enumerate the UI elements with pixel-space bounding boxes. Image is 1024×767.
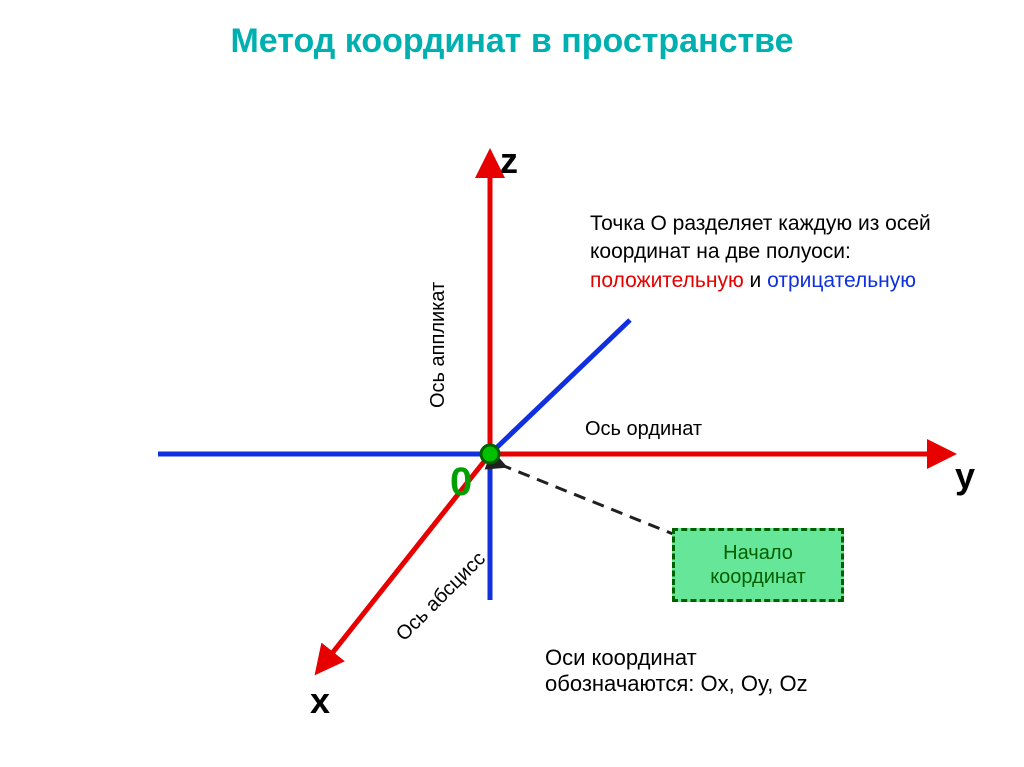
ordinat-axis-label: Ось ординат	[585, 418, 702, 441]
origin-box-line1: Начало	[683, 541, 833, 565]
desc-part1: Точка О разделяет каждую из осей координ…	[590, 212, 931, 263]
bottom-caption: Оси координат обозначаются: Ox, Oy, Oz	[545, 645, 905, 697]
origin-callout-line	[504, 466, 678, 536]
applicat-axis-label: Ось аппликат	[427, 282, 450, 408]
x-axis-symbol: x	[310, 680, 330, 722]
z-axis-symbol: z	[500, 140, 518, 182]
y-axis-symbol: y	[955, 455, 975, 497]
desc-positive: положительную	[590, 269, 744, 292]
origin-box-line2: координат	[683, 565, 833, 589]
desc-negative: отрицательную	[767, 269, 916, 292]
bottom-line2: обозначаются: Ox, Oy, Oz	[545, 671, 905, 697]
origin-point	[481, 445, 499, 463]
desc-sep: и	[744, 269, 767, 292]
bottom-line1: Оси координат	[545, 645, 905, 671]
origin-callout-box: Начало координат	[672, 528, 844, 602]
origin-label: 0	[450, 460, 472, 505]
description-text: Точка О разделяет каждую из осей координ…	[590, 210, 940, 295]
